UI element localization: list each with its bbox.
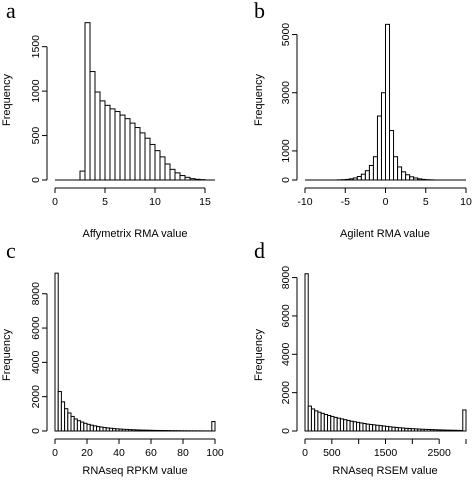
panel-b-x-tick-label: 5 [423, 196, 429, 208]
panel-b-bar-17 [405, 174, 411, 181]
panel-a-y-tick-label: 0 [30, 177, 42, 183]
panel-a-bar-11 [134, 127, 141, 181]
panel-b-y-tick-label: 0 [280, 177, 292, 183]
panel-d-bar-49 [462, 409, 467, 432]
panel-b-x-tick-label: 10 [460, 196, 472, 208]
panel-c-x-tick-label: 60 [145, 447, 157, 459]
panel-b-bar-5 [356, 176, 362, 181]
panel-b-ylabel: Frequency [253, 74, 265, 126]
panel-d-y-tick-label: 8000 [280, 266, 292, 290]
panel-c-y-tick-label: 8000 [30, 282, 42, 306]
panel-a-bar-0 [79, 170, 86, 181]
panel-b-bar-7 [364, 170, 370, 181]
panel-letter-d: d [254, 238, 265, 263]
panel-letter-c: c [6, 238, 16, 263]
panel-b-x-tick-label: -5 [341, 196, 350, 208]
panel-a-bar-15 [154, 150, 161, 181]
panel-d-y-tick-label: 4000 [280, 342, 292, 366]
panel-b-bar-15 [397, 166, 403, 181]
panel-d-y-tick-label: 6000 [280, 304, 292, 328]
panel-c: c 0 20 40 60 80 100 0 2000 4000 6000 8000 RNAseq R… [1, 238, 224, 477]
panel-c-x-tick-label: 100 [206, 447, 224, 459]
panel-a-bar-5 [104, 104, 111, 181]
panel-a-plot: 0 5 10 15 0 500 1000 1500 [30, 22, 215, 208]
panel-b-bar-13 [389, 130, 395, 181]
panel-a-bar-19 [174, 172, 181, 181]
panel-d-x-tick-label: 0 [302, 447, 308, 459]
panel-c-y-tick-label: 2000 [30, 385, 42, 409]
panel-c-x-tick-label: 80 [177, 447, 189, 459]
panel-d-x-tick-label: 500 [323, 447, 341, 459]
panel-b-plot: -10 -5 0 5 10 0 1000 3000 5000 [280, 23, 472, 208]
panel-b-xlabel: Agilent RMA value [340, 228, 430, 240]
panel-b-bar-9 [372, 156, 378, 181]
panel-a-x-tick-label: 10 [149, 196, 161, 208]
panel-d-ylabel: Frequency [253, 329, 265, 381]
panel-d-x-tick-label: 2500 [427, 447, 451, 459]
panel-a-bar-3 [94, 91, 101, 181]
panel-a-x-tick-label: 15 [199, 196, 211, 208]
panel-b-bar-8 [368, 164, 374, 181]
panel-b-bar-12 [385, 23, 391, 181]
panel-b-y-tick-label: 1000 [280, 139, 292, 163]
panel-a-x-tick-label: 5 [102, 196, 108, 208]
panel-a-bar-12 [139, 132, 146, 181]
panel-b-y-tick-label: 3000 [280, 81, 292, 105]
panel-b-bar-10 [376, 115, 382, 181]
panel-b-bar-14 [393, 156, 399, 181]
panel-b: b -10 -5 0 5 10 0 1000 3000 5000 Agilent RMA val… [253, 0, 472, 240]
panel-a-bar-16 [159, 156, 166, 181]
panel-c-ylabel: Frequency [1, 329, 13, 381]
panel-b-bar-16 [401, 171, 407, 181]
panel-b-x-tick-label: -10 [297, 196, 312, 208]
panel-a-bar-9 [124, 118, 131, 181]
panel-a-xlabel: Affymetrix RMA value [83, 228, 188, 240]
panel-letter-a: a [6, 0, 16, 23]
panel-c-x-tick-label: 20 [81, 447, 93, 459]
panel-a: a 0 5 10 15 0 500 1000 1500 Affymetrix RMA valu… [1, 0, 215, 240]
panel-a-bar-2 [89, 71, 96, 181]
panel-letter-b: b [254, 0, 265, 23]
panel-a-x-tick-label: 0 [52, 196, 58, 208]
panel-c-y-tick-label: 6000 [30, 316, 42, 340]
panel-c-plot: 0 20 40 60 80 100 0 2000 4000 6000 8000 [30, 272, 224, 459]
panel-a-bar-4 [99, 100, 106, 181]
panel-d-plot: 0 500 1500 2500 0 2000 4000 6000 8000 [280, 266, 467, 459]
panel-a-bar-17 [164, 163, 171, 181]
panel-a-ylabel: Frequency [1, 74, 13, 126]
panel-a-y-tick-label: 500 [30, 127, 42, 145]
panel-c-xlabel: RNAseq RPKM value [82, 465, 187, 477]
panel-a-bar-18 [169, 168, 176, 181]
panel-a-y-tick-label: 1500 [30, 35, 42, 59]
panel-d-xlabel: RNAseq RSEM value [332, 465, 437, 477]
panel-d-y-tick-label: 2000 [280, 381, 292, 405]
panel-d: d 0 500 1500 2500 0 2000 4000 6000 8000 RNAseq R… [253, 238, 467, 477]
panel-a-bar-14 [149, 143, 156, 181]
panel-d-x-tick-label: 1500 [374, 447, 398, 459]
panel-a-bar-8 [119, 114, 126, 181]
panel-a-bar-13 [144, 137, 151, 181]
panel-a-bar-7 [114, 111, 121, 181]
panel-a-bar-1 [84, 22, 91, 181]
panel-a-bar-6 [109, 108, 116, 181]
panel-c-y-tick-label: 4000 [30, 351, 42, 375]
panel-b-x-tick-label: 0 [383, 196, 389, 208]
panel-a-bar-20 [179, 175, 186, 181]
panel-a-y-tick-label: 1000 [30, 79, 42, 103]
panel-c-x-tick-label: 0 [52, 447, 58, 459]
panel-b-bar-6 [360, 173, 366, 181]
panel-a-bar-10 [129, 122, 136, 181]
panel-c-y-tick-label: 0 [30, 428, 42, 434]
panel-b-y-tick-label: 5000 [280, 23, 292, 47]
panel-b-bar-11 [380, 92, 387, 181]
panel-d-y-tick-label: 0 [280, 428, 292, 434]
panel-c-bar-49 [211, 421, 216, 432]
panel-c-x-tick-label: 40 [113, 447, 125, 459]
